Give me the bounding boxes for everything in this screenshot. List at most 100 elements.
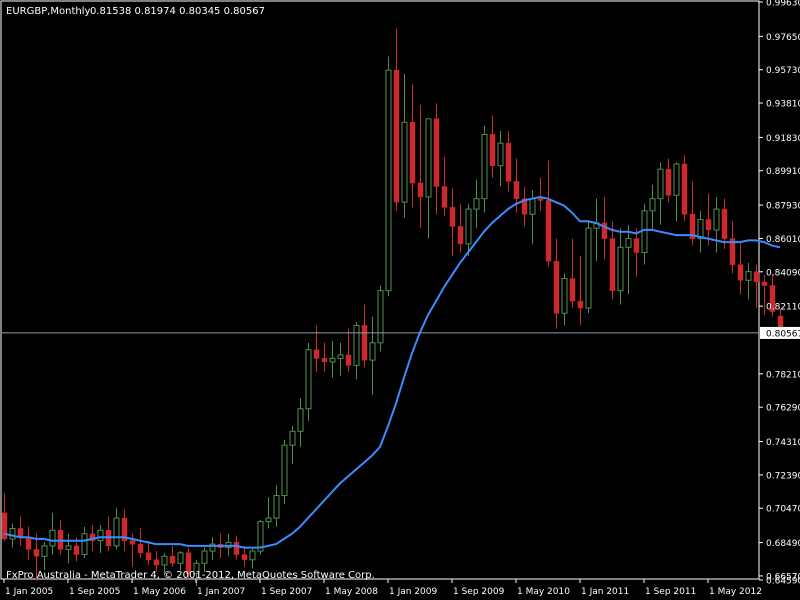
candle-body bbox=[649, 198, 656, 212]
y-tick-label: 0.97650 bbox=[766, 33, 800, 43]
y-tick-label: 0.76290 bbox=[766, 404, 800, 414]
y-tick-label: 0.87930 bbox=[766, 202, 800, 212]
candle bbox=[337, 342, 344, 376]
candle bbox=[657, 162, 664, 225]
candle-body bbox=[97, 529, 104, 542]
candle-body bbox=[561, 278, 568, 314]
candle bbox=[761, 275, 768, 315]
candle bbox=[585, 221, 592, 314]
candle bbox=[649, 184, 656, 230]
candle-body bbox=[209, 543, 216, 552]
candle-body bbox=[681, 163, 688, 215]
candle-body bbox=[601, 222, 608, 239]
candle-body bbox=[657, 168, 664, 200]
candle bbox=[81, 526, 88, 559]
candle-body bbox=[449, 207, 456, 227]
candle-body bbox=[633, 238, 640, 253]
candle-body bbox=[25, 536, 32, 550]
candle-body bbox=[113, 517, 120, 547]
candle bbox=[769, 273, 776, 317]
y-tick-label: 0.78210 bbox=[766, 370, 800, 380]
candle bbox=[545, 160, 552, 267]
candle-body bbox=[89, 533, 96, 541]
x-tick-label: 1 May 2010 bbox=[517, 587, 570, 597]
candle-body bbox=[233, 542, 240, 555]
candle bbox=[417, 104, 424, 229]
candle-body bbox=[505, 142, 512, 182]
candle bbox=[625, 224, 632, 295]
y-tick-label: 0.82110 bbox=[766, 303, 800, 313]
candle-body bbox=[489, 134, 496, 166]
y-tick-label: 0.70470 bbox=[766, 505, 800, 515]
current-price-tag bbox=[760, 326, 800, 339]
candle-body bbox=[729, 238, 736, 265]
current-price-label: 0.80567 bbox=[766, 329, 800, 339]
candle bbox=[633, 228, 640, 277]
candle-body bbox=[9, 528, 16, 540]
candle-body bbox=[161, 555, 168, 566]
y-tick-label: 0.91830 bbox=[766, 134, 800, 144]
candle-body bbox=[313, 349, 320, 359]
candle-body bbox=[65, 545, 72, 550]
candle bbox=[441, 157, 448, 217]
candle-body bbox=[17, 528, 24, 538]
candle-body bbox=[393, 69, 400, 203]
x-tick-label: 1 Jan 2009 bbox=[389, 587, 437, 597]
candle bbox=[489, 115, 496, 178]
candle-body bbox=[761, 281, 768, 286]
candle-body bbox=[177, 552, 184, 564]
candle-body bbox=[409, 122, 416, 184]
candle bbox=[497, 130, 504, 187]
candle bbox=[169, 545, 176, 567]
candle bbox=[537, 177, 544, 211]
plot-frame bbox=[0, 0, 760, 580]
candle-body bbox=[481, 133, 488, 200]
candle-body bbox=[457, 226, 464, 245]
x-tick-label: 1 Jan 2007 bbox=[197, 587, 245, 597]
candle-body bbox=[713, 208, 720, 231]
candle bbox=[433, 103, 440, 215]
candle-body bbox=[609, 238, 616, 291]
moving-average-line bbox=[3, 195, 781, 549]
candle-body bbox=[169, 556, 176, 564]
candle-body bbox=[529, 198, 536, 215]
candle-body bbox=[297, 408, 304, 432]
candle-body bbox=[353, 324, 360, 366]
candle bbox=[345, 328, 352, 373]
candle-body bbox=[1, 512, 8, 540]
candle bbox=[505, 130, 512, 192]
candle bbox=[353, 321, 360, 380]
candle-body bbox=[737, 264, 744, 281]
candle-body bbox=[281, 444, 288, 497]
candle-body bbox=[577, 300, 584, 309]
candle bbox=[361, 304, 368, 368]
y-tick-label: 0.74310 bbox=[766, 438, 800, 448]
y-tick-label: 0.84090 bbox=[766, 268, 800, 278]
y-tick-label: 0.89910 bbox=[766, 167, 800, 177]
candle bbox=[449, 188, 456, 256]
y-tick-label: 0.99630 bbox=[766, 0, 800, 9]
candle-body bbox=[497, 142, 504, 167]
symbol-label: EURGBP,Monthly bbox=[6, 6, 91, 17]
candle bbox=[281, 439, 288, 505]
candle bbox=[65, 533, 72, 564]
candle bbox=[33, 533, 40, 581]
y-tick-label: 0.86010 bbox=[766, 235, 800, 245]
candle bbox=[377, 285, 384, 352]
candle bbox=[577, 255, 584, 326]
candle-body bbox=[377, 290, 384, 344]
candle bbox=[241, 545, 248, 567]
candle-body bbox=[545, 200, 552, 262]
y-tick-label: 0.64590 bbox=[766, 577, 800, 587]
candle-body bbox=[265, 517, 272, 523]
candle-body bbox=[441, 186, 448, 208]
candle bbox=[121, 509, 128, 552]
candle bbox=[481, 125, 488, 213]
candle bbox=[601, 196, 608, 260]
candle bbox=[745, 262, 752, 300]
candle bbox=[185, 547, 192, 579]
candle bbox=[289, 426, 296, 465]
candle-body bbox=[81, 533, 88, 556]
moving-average-layer bbox=[3, 195, 781, 549]
